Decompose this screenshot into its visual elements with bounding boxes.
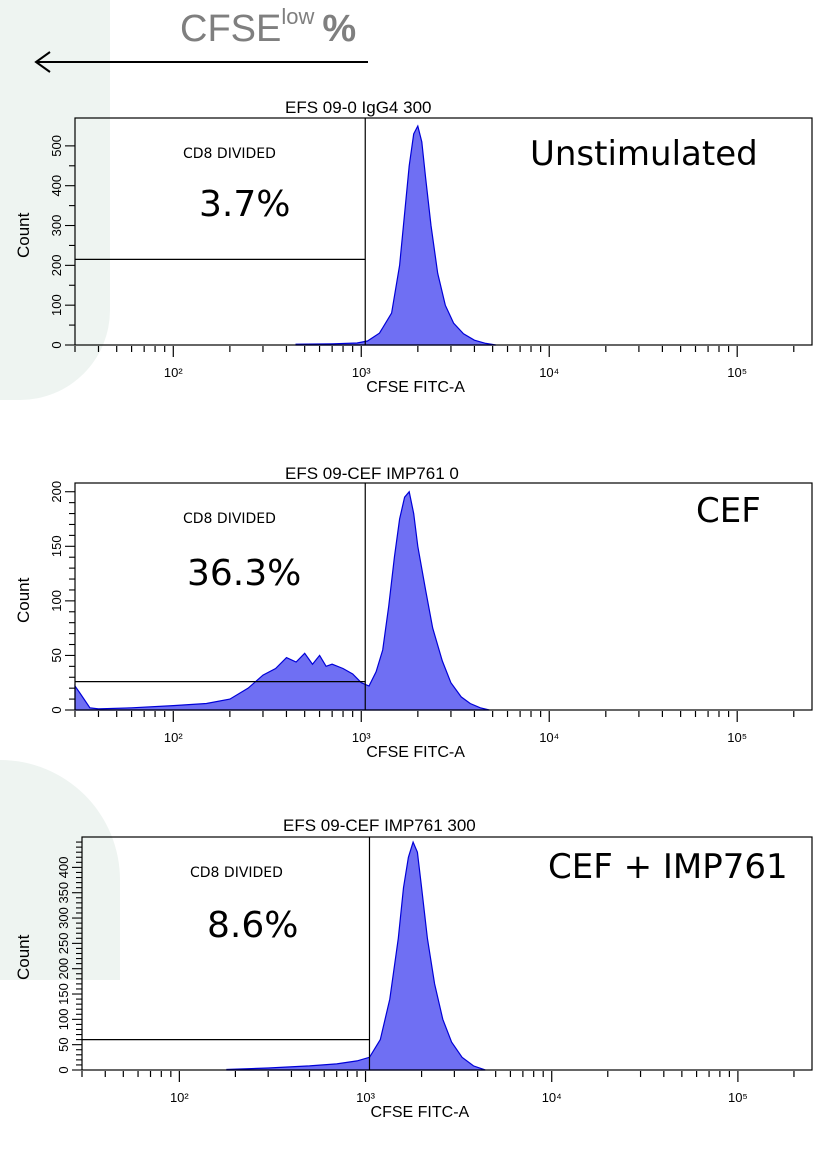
gate-label: CD8 DIVIDED — [183, 146, 276, 162]
plot-frame — [74, 482, 813, 711]
histogram-svg: 0 50 100 150 200 250 300 350 400 10² 10³ 10⁴ 10⁵ — [56, 836, 813, 1105]
y-tick-label: 350 — [56, 882, 71, 904]
gate-label: CD8 DIVIDED — [190, 865, 283, 881]
histogram-area — [226, 840, 486, 1071]
y-tick-label: 200 — [49, 254, 64, 276]
x-tick-label: 10⁴ — [539, 365, 559, 380]
y-tick-label: 0 — [49, 341, 64, 348]
y-tick-label: 300 — [49, 215, 64, 237]
y-tick-label: 150 — [49, 535, 64, 557]
left-arrow-icon — [34, 51, 368, 73]
x-tick-label: 10² — [164, 730, 183, 745]
x-tick-label: 10⁴ — [542, 1090, 562, 1105]
y-tick-label: 50 — [49, 648, 64, 662]
chart-title: EFS 09-0 IgG4 300 — [285, 98, 432, 117]
condition-label: CEF — [696, 491, 761, 531]
histogram-svg: 0 100 200 300 400 500 10² 10³ 10⁴ 10⁵ — [49, 117, 813, 380]
condition-label: Unstimulated — [530, 134, 758, 174]
x-axis-label: CFSE FITC-A — [366, 744, 465, 761]
header-title: CFSElow% — [180, 4, 357, 51]
histogram-panel: 0 50 100 150 200 10² 10³ 10⁴ 10⁵ EFS 09-CEF IMP76… — [0, 463, 821, 823]
background-shape-top — [0, 0, 110, 400]
y-tick-label: 100 — [49, 590, 64, 612]
y-tick-label: 400 — [49, 175, 64, 197]
chart-title: EFS 09-CEF IMP761 300 — [283, 816, 476, 835]
header-title-superscript: low — [281, 4, 315, 29]
y-axis-label: Count — [14, 577, 33, 623]
gate-label: CD8 DIVIDED — [183, 511, 276, 527]
y-tick-label: 50 — [56, 1037, 71, 1051]
y-tick-label: 150 — [56, 983, 71, 1005]
header: CFSElow% — [0, 0, 821, 80]
y-tick-label: 250 — [56, 933, 71, 955]
y-tick-label: 100 — [49, 294, 64, 316]
y-tick-label: 200 — [56, 958, 71, 980]
x-tick-label: 10⁴ — [539, 730, 559, 745]
histogram-panel: 0 50 100 150 200 250 300 350 400 10² 10³ 10⁴ 10⁵ EFS … — [0, 815, 821, 1175]
histogram-area — [74, 490, 490, 711]
y-tick-label: 0 — [56, 1066, 71, 1073]
plot-frame — [74, 117, 813, 346]
x-tick-label: 10² — [170, 1090, 189, 1105]
histogram-panel: 0 100 200 300 400 500 10² 10³ 10⁴ 10⁵ EFS 09-0 IgG… — [0, 98, 821, 458]
histogram-area — [295, 124, 496, 346]
y-axis-label: Count — [14, 934, 33, 980]
y-tick-label: 400 — [56, 857, 71, 879]
y-tick-label: 300 — [56, 907, 71, 929]
x-axis-label: CFSE FITC-A — [366, 379, 465, 396]
x-tick-label: 10³ — [352, 365, 371, 380]
gate-percentage: 8.6% — [207, 905, 299, 946]
header-title-suffix: % — [322, 8, 357, 50]
y-axis-label: Count — [14, 212, 33, 258]
gate-percentage: 3.7% — [199, 184, 291, 225]
x-tick-label: 10³ — [352, 730, 371, 745]
y-tick-label: 0 — [49, 706, 64, 713]
condition-label: CEF + IMP761 — [548, 847, 788, 887]
y-tick-label: 100 — [56, 1008, 71, 1030]
header-title-main: CFSE — [180, 8, 282, 50]
x-tick-label: 10⁵ — [728, 1090, 748, 1105]
y-tick-label: 200 — [49, 481, 64, 503]
chart-title: EFS 09-CEF IMP761 0 — [285, 464, 459, 483]
gate-percentage: 36.3% — [187, 553, 302, 594]
x-axis-label: CFSE FITC-A — [370, 1104, 470, 1121]
x-tick-label: 10² — [164, 365, 183, 380]
x-tick-label: 10⁵ — [727, 730, 747, 745]
x-tick-label: 10³ — [356, 1090, 375, 1105]
y-tick-label: 500 — [49, 135, 64, 157]
x-tick-label: 10⁵ — [727, 365, 747, 380]
histogram-svg: 0 50 100 150 200 10² 10³ 10⁴ 10⁵ — [49, 481, 813, 745]
